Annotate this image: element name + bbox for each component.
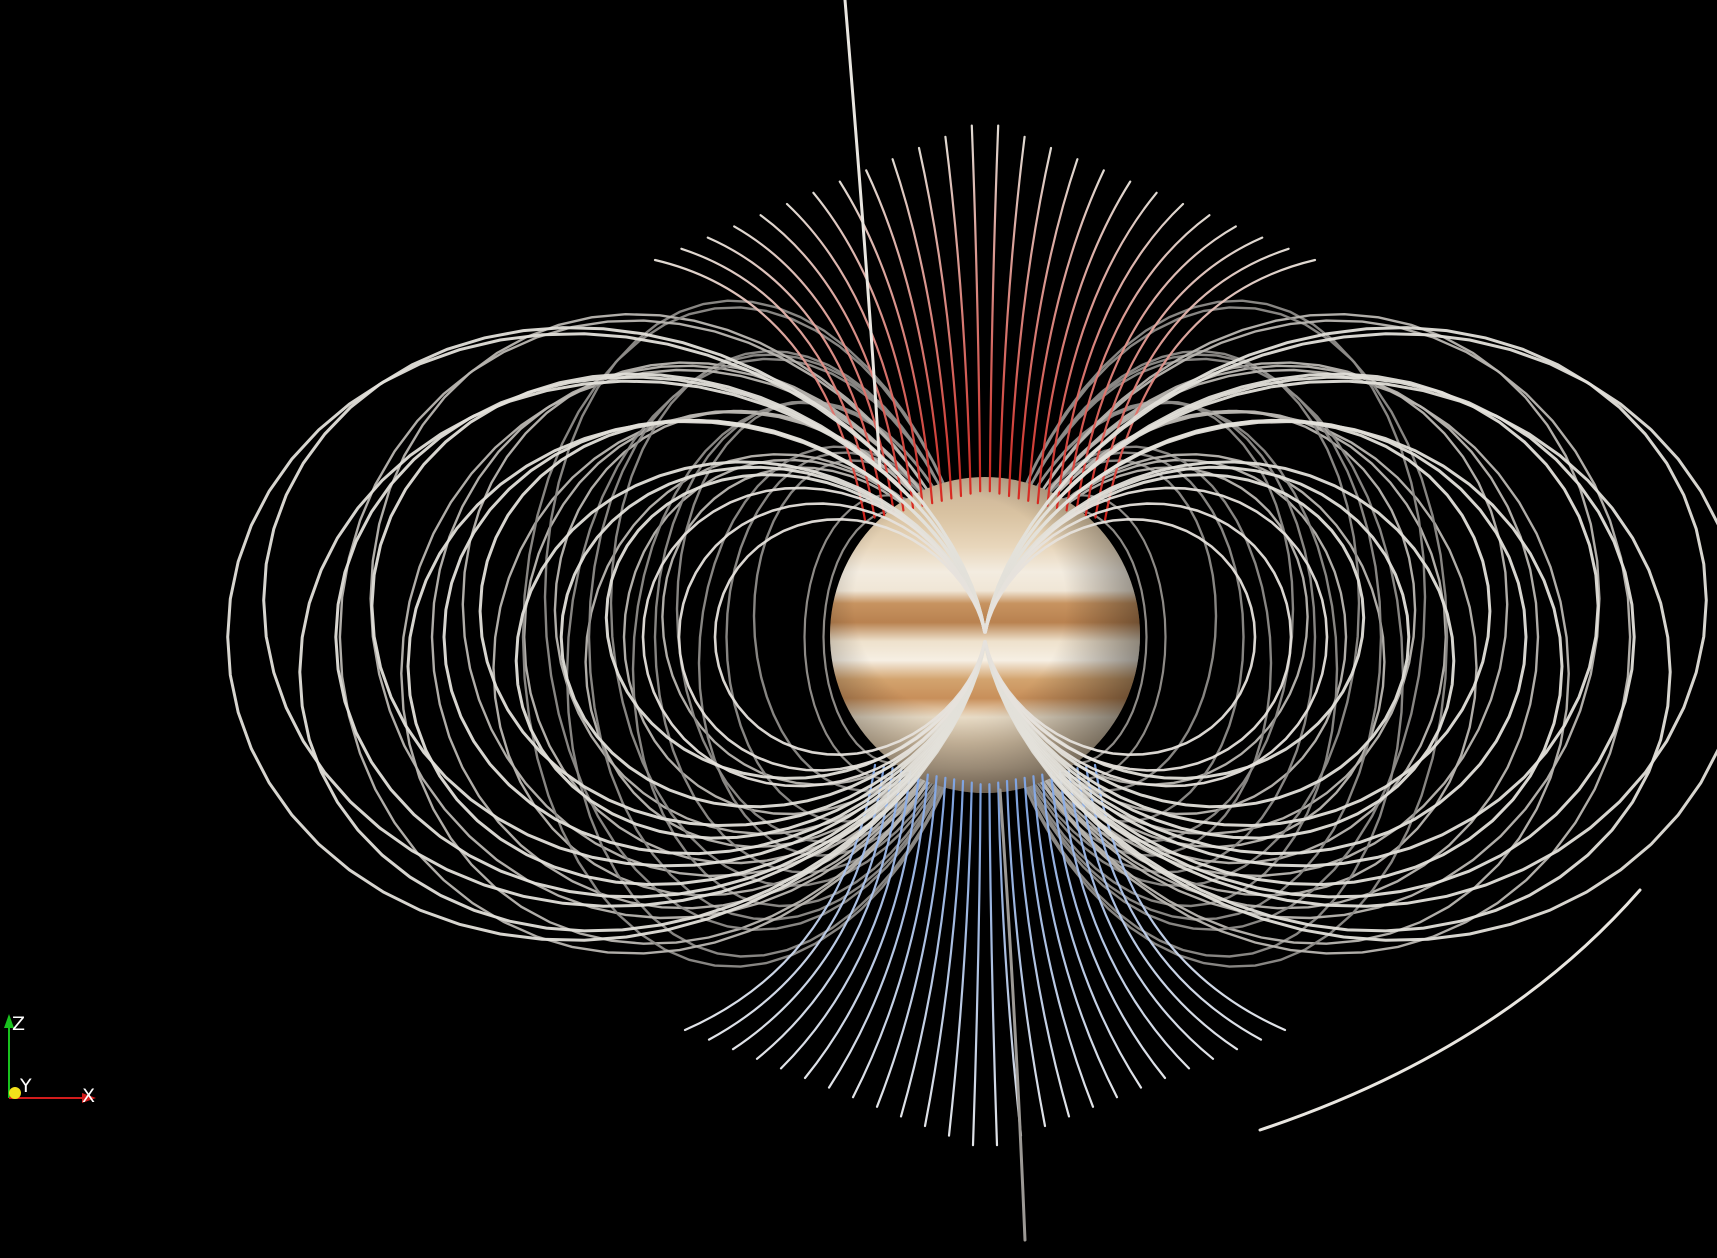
z-axis-arrow	[4, 1014, 14, 1028]
field-line	[984, 312, 1601, 920]
field-line	[1094, 247, 1290, 519]
field-line	[1058, 770, 1191, 1070]
field-line	[998, 135, 1026, 495]
field-line	[984, 502, 1293, 772]
field-line	[971, 783, 982, 1147]
field-line	[680, 247, 876, 519]
field-line	[984, 306, 1449, 968]
field-line	[875, 776, 947, 1108]
field-line	[713, 517, 986, 757]
field-line	[369, 312, 986, 920]
field-line	[988, 124, 1000, 493]
field-line	[1005, 779, 1047, 1128]
x-axis-arrow	[82, 1093, 96, 1103]
field-line	[298, 379, 986, 933]
field-line	[944, 135, 972, 495]
field-line	[984, 379, 1672, 933]
field-line	[1065, 214, 1211, 512]
field-line	[947, 781, 973, 1137]
field-line	[917, 146, 963, 498]
field-line	[998, 788, 1027, 1242]
field-line	[1036, 180, 1132, 505]
field-line	[865, 169, 943, 502]
field-line	[984, 486, 1329, 788]
field-line	[1046, 191, 1158, 507]
field-line	[1017, 158, 1079, 500]
field-line	[838, 180, 934, 505]
field-line	[851, 775, 938, 1099]
field-line	[543, 299, 986, 932]
field-line	[755, 768, 903, 1060]
field-line	[262, 326, 986, 908]
field-line	[988, 783, 999, 1147]
field-line	[707, 765, 885, 1041]
field-line	[641, 486, 986, 788]
field-line	[521, 306, 986, 968]
z-axis-label: Z	[12, 1013, 25, 1035]
x-axis-label: X	[82, 1085, 95, 1107]
y-axis-dot	[9, 1087, 21, 1099]
field-line	[1023, 776, 1095, 1108]
field-line	[899, 778, 956, 1118]
field-line	[1049, 771, 1167, 1080]
field-line	[1258, 888, 1642, 1132]
field-line	[430, 364, 986, 910]
field-line	[1032, 775, 1119, 1099]
field-line	[984, 460, 1456, 840]
field-line	[1076, 767, 1239, 1051]
field-line	[406, 419, 986, 887]
field-line	[984, 419, 1564, 887]
field-line	[1041, 773, 1143, 1089]
field-line	[984, 299, 1427, 932]
field-line	[984, 517, 1257, 757]
polar-field-lines	[653, 124, 1317, 1147]
field-line	[338, 319, 986, 955]
field-lines-front	[226, 0, 1717, 1242]
field-line	[226, 332, 986, 942]
field-line	[970, 124, 982, 493]
field-line	[779, 770, 912, 1070]
planet-sphere	[830, 477, 1140, 793]
field-line	[827, 773, 929, 1089]
field-line	[803, 771, 921, 1080]
field-line	[984, 364, 1540, 910]
field-line	[923, 779, 965, 1128]
field-line	[984, 326, 1708, 908]
field-line	[843, 0, 882, 472]
field-line	[677, 502, 986, 772]
field-line	[514, 460, 986, 840]
field-line	[1027, 169, 1105, 502]
field-line	[731, 767, 894, 1051]
field-line	[997, 781, 1023, 1137]
field-line	[1055, 202, 1185, 510]
field-line	[1067, 768, 1215, 1060]
field-line	[812, 191, 924, 507]
orientation-axes-widget: Z Y X	[4, 1013, 96, 1107]
field-line	[984, 401, 1339, 908]
field-line	[631, 401, 986, 908]
field-line	[759, 214, 905, 512]
field-line	[984, 319, 1632, 955]
field-line	[1014, 778, 1071, 1118]
field-line	[1085, 765, 1263, 1041]
y-axis-label: Y	[19, 1075, 32, 1097]
field-line	[1007, 146, 1053, 498]
field-line	[984, 332, 1717, 942]
field-line	[891, 158, 953, 500]
